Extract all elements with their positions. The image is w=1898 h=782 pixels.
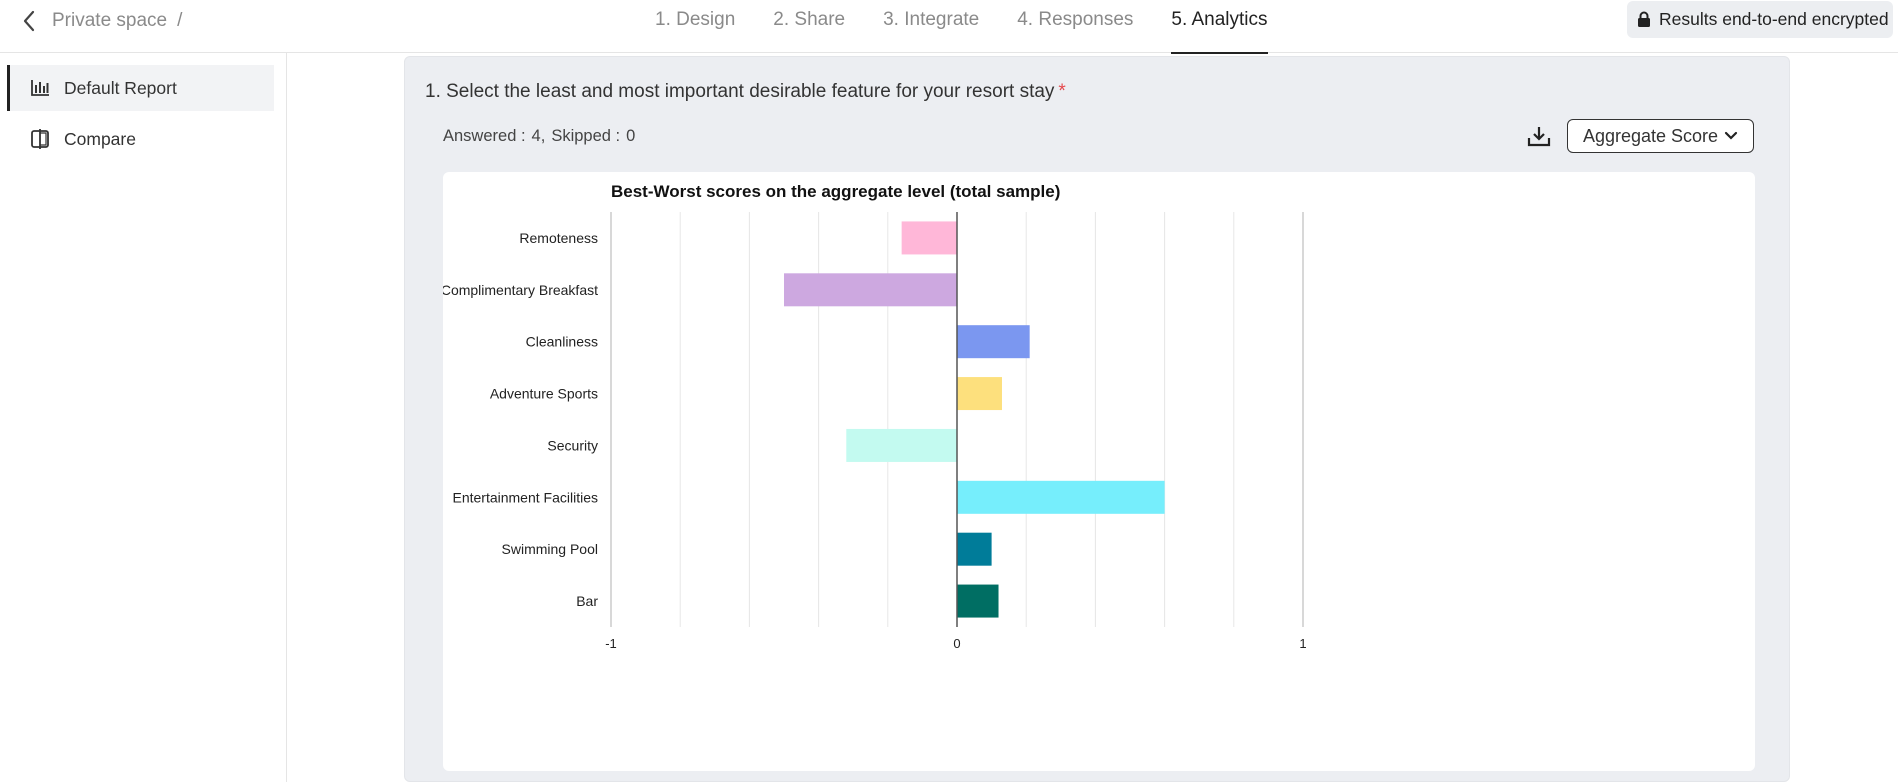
breadcrumb-separator: / [177,10,183,31]
category-label: Cleanliness [526,334,598,350]
aggregate-score-label: Aggregate Score [1582,125,1719,146]
x-tick-label: 0 [953,636,960,651]
breadcrumb-private-space[interactable]: Private space [52,10,168,31]
category-label: Swimming Pool [502,541,598,557]
tab-integrate[interactable]: 3. Integrate [883,9,980,30]
x-tick-label: 1 [1299,636,1306,651]
download-icon [1527,127,1551,147]
chart-card: Best-Worst scores on the aggregate level… [443,172,1755,771]
category-label: Adventure Sports [490,386,598,402]
category-label: Bar [576,593,598,609]
bar-cleanliness[interactable] [957,325,1030,359]
bar-security[interactable] [846,428,957,462]
skipped-label: Skipped : [551,127,621,145]
step-tabs: 1. Design 2. Share 3. Integrate 4. Respo… [636,0,1287,54]
back-chevron-icon[interactable] [22,9,42,33]
breadcrumb: Private space / [22,6,182,36]
chevron-down-icon [1724,131,1738,140]
tab-share[interactable]: 2. Share [773,9,846,30]
sidebar-item-default-report[interactable]: Default Report [7,65,274,111]
bar-entertainment-facilities[interactable] [957,480,1165,514]
tab-responses[interactable]: 4. Responses [1017,9,1134,30]
answered-label: Answered : [443,127,526,145]
sidebar-item-compare[interactable]: Compare [8,116,274,162]
question-title: 1. Select the least and most important d… [425,81,1066,103]
answered-value: 4, [531,127,546,145]
encryption-label: Results end-to-end encrypted [1659,9,1889,29]
sidebar-item-label: Default Report [64,77,177,98]
aggregate-score-dropdown[interactable]: Aggregate Score [1567,119,1754,153]
chart-title: Best-Worst scores on the aggregate level… [611,182,1060,201]
sidebar-item-label: Compare [64,128,136,149]
compare-icon [31,129,49,149]
category-label: Entertainment Facilities [452,489,598,505]
x-tick-label: -1 [605,636,617,651]
encryption-badge: Results end-to-end encrypted [1627,1,1893,38]
skipped-value: 0 [626,127,636,145]
sidebar: Default Report Compare [0,53,287,782]
download-button[interactable] [1524,121,1554,151]
category-label: Remoteness [519,230,598,246]
question-text: 1. Select the least and most important d… [425,81,1055,102]
bar-bar[interactable] [957,584,999,618]
lock-icon [1638,11,1650,27]
bar-adventure-sports[interactable] [957,377,1002,411]
required-asterisk: * [1058,81,1066,102]
bar-complimentary-breakfast[interactable] [784,273,957,307]
bar-remoteness[interactable] [901,221,957,255]
question-panel: 1. Select the least and most important d… [404,56,1790,782]
top-bar: Private space / 1. Design 2. Share 3. In… [0,0,1898,54]
tab-design[interactable]: 1. Design [655,9,736,30]
category-label: Complimentary Breakfast [443,282,598,298]
bar-chart-icon [31,80,49,96]
tab-analytics[interactable]: 5. Analytics [1152,0,1286,54]
bar-swimming-pool[interactable] [957,532,992,566]
response-stats: Answered : 4, Skipped : 0 [443,127,641,146]
best-worst-chart: Best-Worst scores on the aggregate level… [443,182,1307,651]
category-label: Security [547,437,598,453]
